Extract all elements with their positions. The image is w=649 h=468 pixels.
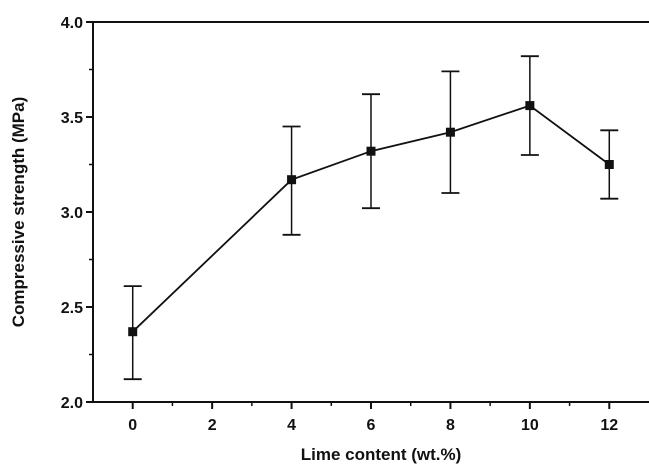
data-point	[287, 175, 297, 185]
x-tick-label: 8	[446, 417, 455, 434]
x-tick-label: 6	[367, 417, 376, 434]
data-point	[366, 146, 376, 156]
axes	[92, 21, 649, 403]
y-tick-label: 4.0	[61, 15, 83, 32]
data-point	[604, 160, 614, 169]
x-axis-title: Lime content (wt.%)	[301, 445, 462, 464]
y-tick-label: 2.0	[61, 395, 83, 412]
y-tick-label: 3.0	[61, 205, 83, 222]
series	[123, 55, 619, 381]
x-tick-label: 0	[128, 417, 137, 434]
data-point	[525, 101, 535, 111]
x-tick-label: 10	[521, 417, 539, 434]
y-tick-label: 2.5	[61, 300, 83, 317]
data-point	[128, 327, 138, 337]
data-point	[445, 127, 455, 137]
y-axis-title: Compressive strength (MPa)	[9, 97, 28, 328]
x-tick-label: 4	[287, 417, 296, 434]
x-tick-label: 12	[600, 417, 618, 434]
ticks: 2.0 2.5 3.0 3.5 4.0 0 2 4 6 8 10 12	[61, 15, 619, 434]
series-line	[132, 104, 610, 333]
y-tick-label: 3.5	[61, 110, 83, 127]
x-tick-label: 2	[208, 417, 217, 434]
